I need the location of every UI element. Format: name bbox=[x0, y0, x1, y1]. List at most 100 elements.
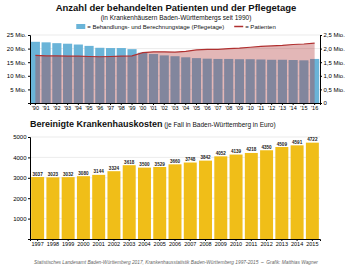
tick-mark bbox=[28, 76, 30, 77]
tick-mark bbox=[320, 49, 322, 50]
tick: '08 bbox=[225, 103, 232, 111]
bar-series bbox=[31, 42, 319, 103]
data-label: 3660 bbox=[170, 159, 181, 164]
tick: '99 bbox=[128, 103, 135, 111]
tick: '95 bbox=[85, 103, 92, 111]
data-label: 4350 bbox=[261, 145, 272, 150]
tick: '09 bbox=[236, 103, 243, 111]
data-label: 3842 bbox=[200, 155, 211, 160]
tick-label: '00 bbox=[139, 105, 146, 111]
data-label: 4722 bbox=[307, 137, 318, 142]
bar bbox=[275, 147, 288, 239]
subtitle: (je Fall in Baden-Württemberg in Euro) bbox=[163, 121, 276, 129]
tick: '03 bbox=[171, 103, 178, 111]
tick-label: '95 bbox=[85, 105, 92, 111]
tick: '13 bbox=[279, 103, 286, 111]
tick-label: '91 bbox=[43, 105, 50, 111]
tick-label: 2000 bbox=[13, 196, 27, 202]
data-label: 3529 bbox=[155, 162, 166, 167]
tick: '93 bbox=[64, 103, 71, 111]
data-label: 3037 bbox=[33, 172, 44, 177]
tick-label: '94 bbox=[75, 105, 82, 111]
tick-label: 20 Mio. bbox=[7, 46, 27, 52]
bar bbox=[107, 171, 120, 239]
chart-panel: Bereinigte Krankenhauskosten (je Fall in… bbox=[13, 119, 320, 265]
tick-label: 3000 bbox=[13, 175, 27, 181]
tick-label: 4000 bbox=[13, 155, 27, 161]
tick-mark bbox=[28, 89, 30, 90]
tick-label: '04 bbox=[182, 105, 189, 111]
tick: '10 bbox=[247, 103, 254, 111]
tick-label: 2002 bbox=[108, 241, 120, 247]
bar bbox=[291, 145, 304, 239]
tick-mark bbox=[28, 219, 30, 220]
tick-label: '14 bbox=[290, 105, 297, 111]
tick-label: 15 Mio. bbox=[7, 60, 27, 66]
tick: 1,5 Mio. bbox=[320, 60, 345, 66]
tick-label: 2008 bbox=[199, 241, 211, 247]
tick: 2002 bbox=[108, 239, 120, 247]
y-axis: 10002000300040005000 bbox=[13, 134, 30, 239]
tick: 4000 bbox=[13, 155, 30, 161]
tick-label: 2007 bbox=[184, 241, 196, 247]
tick-label: 2011 bbox=[245, 241, 257, 247]
bar bbox=[245, 153, 258, 239]
tick: 2,5 Mio. bbox=[320, 32, 345, 38]
tick: 5000 bbox=[13, 134, 30, 140]
bar-series bbox=[31, 143, 319, 239]
tick: '14 bbox=[290, 103, 297, 111]
bar bbox=[62, 177, 75, 239]
tick-label: '08 bbox=[225, 105, 232, 111]
legend-label: = Behandlungs- und Berechnungstage (Pfle… bbox=[87, 24, 224, 30]
tick: '94 bbox=[75, 103, 82, 111]
tick: 3000 bbox=[13, 175, 30, 181]
tick-label: 2004 bbox=[138, 241, 150, 247]
bar bbox=[138, 168, 151, 239]
tick-label: 1999 bbox=[62, 241, 74, 247]
grid-line bbox=[30, 35, 320, 36]
tick: '07 bbox=[214, 103, 221, 111]
tick: 2013 bbox=[276, 239, 288, 247]
tick: '06 bbox=[204, 103, 211, 111]
plot-area bbox=[31, 42, 319, 103]
tick: '16 bbox=[311, 103, 318, 111]
tick-label: '11 bbox=[258, 105, 265, 111]
tick: 2007 bbox=[184, 239, 196, 247]
tick-label: 2012 bbox=[260, 241, 272, 247]
tick: '15 bbox=[300, 103, 307, 111]
x-axis: '90'91'92'93'94'95'96'97'98'99'00'01'02'… bbox=[31, 103, 321, 111]
tick: 0 bbox=[320, 100, 328, 106]
bar bbox=[123, 165, 136, 239]
tick-label: 2009 bbox=[215, 241, 227, 247]
chart-panel: Anzahl der behandelten Patienten und der… bbox=[7, 2, 345, 111]
tick: '97 bbox=[107, 103, 114, 111]
tick: '01 bbox=[150, 103, 157, 111]
tick-label: '15 bbox=[300, 105, 307, 111]
tick: 2,0 Mio. bbox=[320, 46, 345, 52]
tick: 2010 bbox=[230, 239, 242, 247]
tick: 1999 bbox=[62, 239, 74, 247]
tick-label: '92 bbox=[53, 105, 60, 111]
tick: '92 bbox=[53, 103, 60, 111]
tick-label: '99 bbox=[128, 105, 135, 111]
legend: = Behandlungs- und Berechnungstage (Pfle… bbox=[76, 24, 275, 30]
tick: '00 bbox=[139, 103, 146, 111]
tick: '96 bbox=[96, 103, 103, 111]
tick-label: '97 bbox=[107, 105, 114, 111]
tick-label: 2005 bbox=[154, 241, 166, 247]
tick-mark bbox=[28, 35, 30, 36]
plot-area bbox=[31, 143, 319, 239]
tick: 2009 bbox=[215, 239, 227, 247]
title: Bereinigte Krankenhauskosten bbox=[30, 119, 163, 129]
tick-label: 1997 bbox=[32, 241, 44, 247]
tick: 2004 bbox=[138, 239, 150, 247]
data-label: 3032 bbox=[63, 172, 74, 177]
axis-line bbox=[321, 36, 323, 104]
data-labels: 3037302330323080314433243618350035293660… bbox=[33, 137, 318, 177]
tick: 2011 bbox=[245, 239, 257, 247]
tick-mark bbox=[28, 178, 30, 179]
tick: 25 Mio. bbox=[7, 32, 30, 38]
tick-label: '02 bbox=[161, 105, 168, 111]
tick-label: 1998 bbox=[47, 241, 59, 247]
tick-label: 2000 bbox=[77, 241, 89, 247]
